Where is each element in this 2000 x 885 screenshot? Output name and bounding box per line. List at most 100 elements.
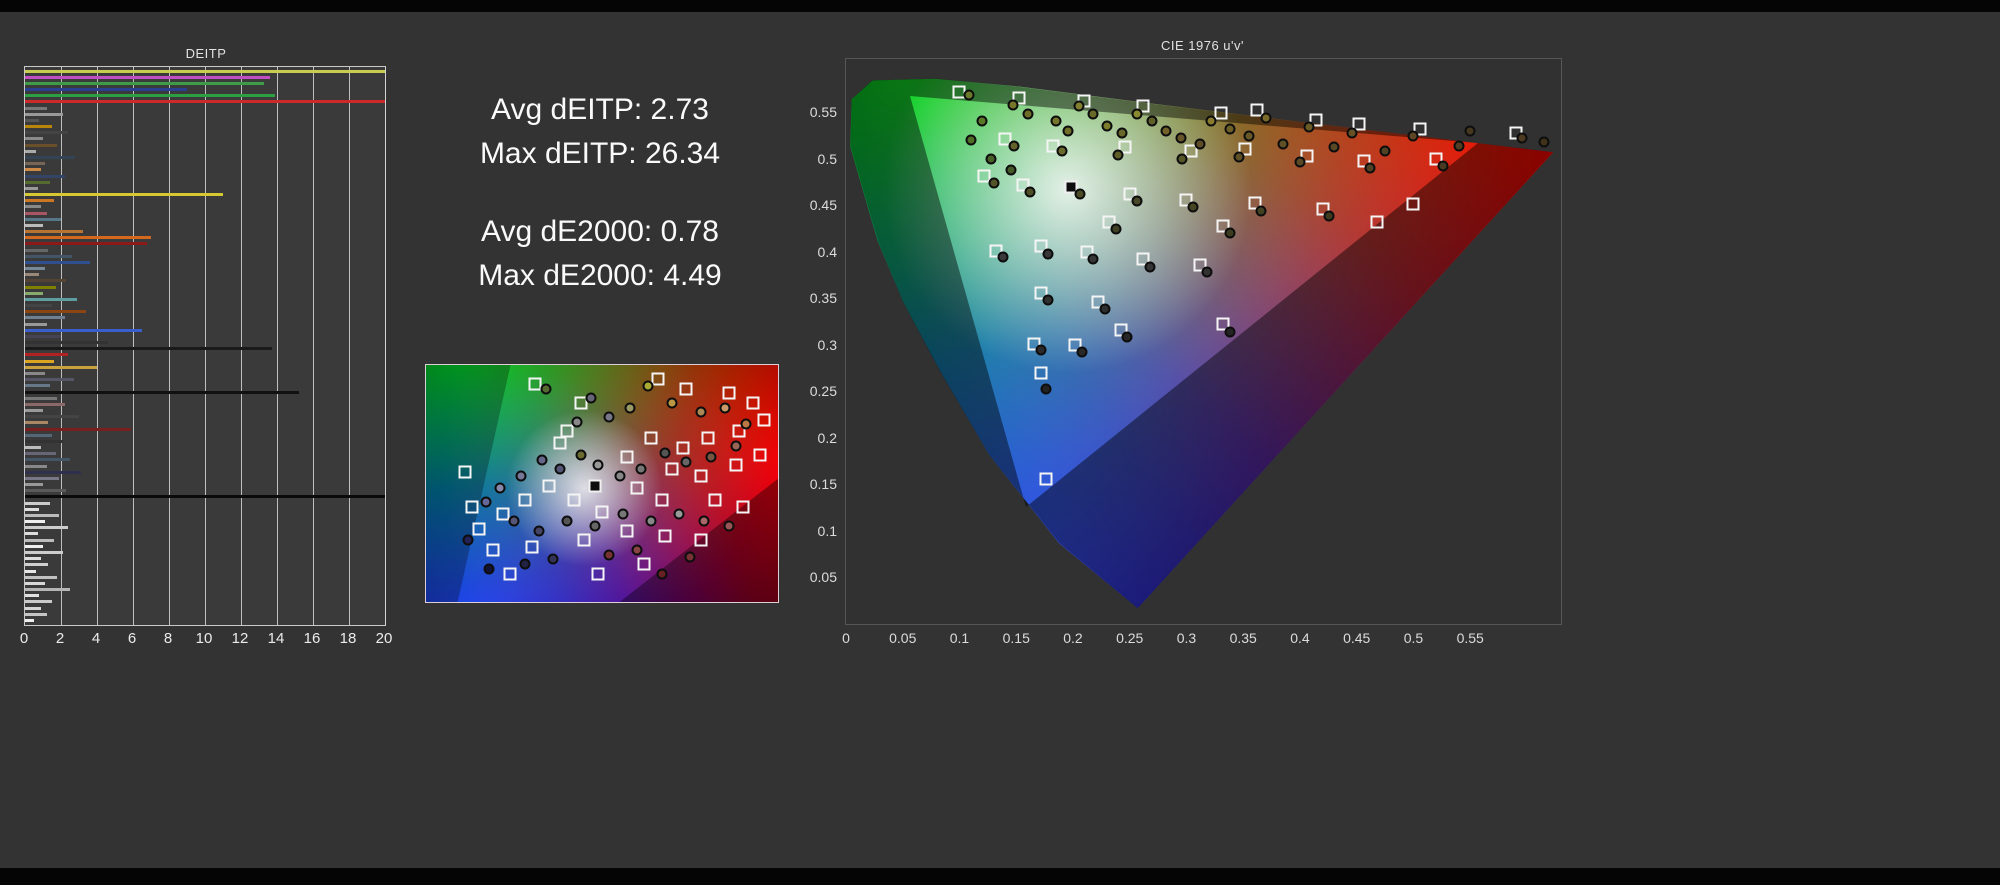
- cie-reference-square: [1352, 117, 1366, 131]
- cie-y-tick-label: 0.45: [809, 197, 837, 214]
- cie-x-tick-label: 0.1: [949, 630, 970, 646]
- inset-measured-circle: [723, 520, 735, 532]
- deitp-bar: [25, 316, 65, 320]
- cie-reference-square: [1012, 91, 1025, 105]
- cie-measured-circle: [1175, 132, 1187, 144]
- cie-measured-circle: [1224, 123, 1236, 135]
- inset-reference-square: [722, 386, 736, 400]
- cie-reference-square: [1300, 149, 1314, 163]
- cie-measured-circle: [1233, 151, 1245, 163]
- cie-reference-square: [1039, 472, 1053, 486]
- cie-x-tick-label: 0.3: [1176, 630, 1197, 646]
- cie-measured-circle: [1008, 140, 1020, 152]
- inset-reference-square: [567, 493, 581, 507]
- deitp-bar-chart[interactable]: DEITP 0 2 4 6 8 10 12 14 16 18 20: [20, 46, 393, 652]
- deitp-x-tick-label: 0: [19, 630, 29, 647]
- cie-y-tick-label: 0.5: [817, 150, 837, 167]
- deitp-chart-title: DEITP: [185, 46, 227, 61]
- deitp-bar: [25, 532, 38, 536]
- deitp-bar: [25, 341, 108, 345]
- deitp-gridline: [313, 67, 314, 625]
- inset-reference-square: [746, 396, 760, 410]
- deitp-x-tick-label: 14: [267, 630, 285, 647]
- cie-measured-circle: [1379, 145, 1391, 157]
- inset-measured-circle: [656, 568, 668, 580]
- deitp-bar: [25, 538, 54, 542]
- deitp-bar: [25, 557, 42, 561]
- deitp-bar: [25, 273, 40, 277]
- cie-measured-circle: [1087, 253, 1099, 265]
- inset-measured-circle: [592, 459, 604, 471]
- inset-measured-circle: [571, 416, 583, 428]
- deitp-bar: [25, 254, 72, 258]
- deitp-bars: [25, 68, 385, 624]
- deitp-bar: [25, 581, 45, 585]
- cie-y-tick-label: 0.3: [817, 336, 837, 353]
- deitp-bar: [25, 550, 63, 554]
- deitp-bar: [25, 211, 47, 215]
- deitp-bar: [25, 520, 45, 524]
- inset-reference-square: [637, 557, 651, 571]
- inset-reference-square: [701, 431, 715, 445]
- cie-y-tick-label: 0.55: [809, 104, 837, 121]
- deitp-bar: [25, 236, 151, 240]
- cie-x-tick-label: 0.35: [1229, 630, 1257, 646]
- cie-measured-circle: [1323, 210, 1335, 222]
- inset-reference-square: [465, 500, 479, 514]
- deitp-bar: [25, 365, 97, 369]
- cie-y-tick-label: 0.4: [817, 243, 837, 260]
- cie-measured-circle: [1464, 125, 1476, 137]
- cie-out-of-gamut-dim: [850, 78, 1554, 609]
- cie-y-tick-label: 0.2: [817, 429, 837, 446]
- deitp-bar: [25, 94, 276, 98]
- cie-measured-circle: [1110, 223, 1122, 235]
- deitp-bar: [25, 143, 58, 147]
- deitp-bar: [25, 217, 61, 221]
- inset-reference-square: [630, 481, 644, 495]
- deitp-gridline: [241, 67, 242, 625]
- deitp-bar: [25, 458, 70, 462]
- deitp-bar: [25, 193, 223, 197]
- inset-reference-square: [503, 567, 517, 581]
- inset-measured-circle: [554, 463, 566, 475]
- deitp-bar: [25, 421, 49, 425]
- deitp-bar: [25, 223, 43, 227]
- cie-measured-circle: [1277, 138, 1289, 150]
- inset-reference-square: [542, 479, 556, 493]
- deitp-gridline: [61, 67, 62, 625]
- cie-y-tick-label: 0.25: [809, 383, 837, 400]
- inset-reference-square: [472, 522, 486, 536]
- cie-measured-circle: [1042, 248, 1054, 260]
- cie-white-point-marker: [1064, 180, 1078, 194]
- deitp-bar: [25, 439, 63, 443]
- cie-measured-circle: [997, 251, 1009, 263]
- deitp-bar: [25, 476, 60, 480]
- cie-measured-circle: [1076, 346, 1088, 358]
- cie-chart-title: CIE 1976 u'v': [1160, 38, 1244, 53]
- cie-measured-circle: [1146, 115, 1158, 127]
- inset-measured-circle: [642, 380, 654, 392]
- deitp-bar: [25, 446, 42, 450]
- cie-reference-square: [1077, 94, 1091, 108]
- cie-reference-square: [1016, 178, 1030, 192]
- deitp-gridline: [97, 67, 98, 625]
- deitp-bar: [25, 501, 51, 505]
- cie-measured-circle: [1205, 115, 1217, 127]
- deitp-bar: [25, 260, 90, 264]
- deitp-bar: [25, 125, 52, 129]
- gamut-zoom-inset[interactable]: [425, 364, 779, 603]
- cie-reference-square: [1034, 239, 1048, 253]
- inset-measured-circle: [617, 508, 629, 520]
- deitp-bar: [25, 433, 52, 437]
- cie-x-tick-label: 0.45: [1343, 630, 1371, 646]
- deitp-bar: [25, 507, 40, 511]
- cie-1976-chart[interactable]: CIE 1976 u'v' 0 0.05 0.1 0.15 0.2 0.25 0.3 0.35…: [810, 38, 1562, 646]
- inset-measured-circle: [695, 406, 707, 418]
- inset-measured-circle: [575, 449, 587, 461]
- cie-measured-circle: [1160, 125, 1172, 137]
- cie-x-tick-label: 0.15: [1002, 630, 1030, 646]
- max-deitp-value: Max dEITP: 26.34: [479, 137, 721, 170]
- deitp-bar: [25, 594, 40, 598]
- cie-measured-circle: [1005, 164, 1017, 176]
- cie-measured-circle: [1101, 120, 1113, 132]
